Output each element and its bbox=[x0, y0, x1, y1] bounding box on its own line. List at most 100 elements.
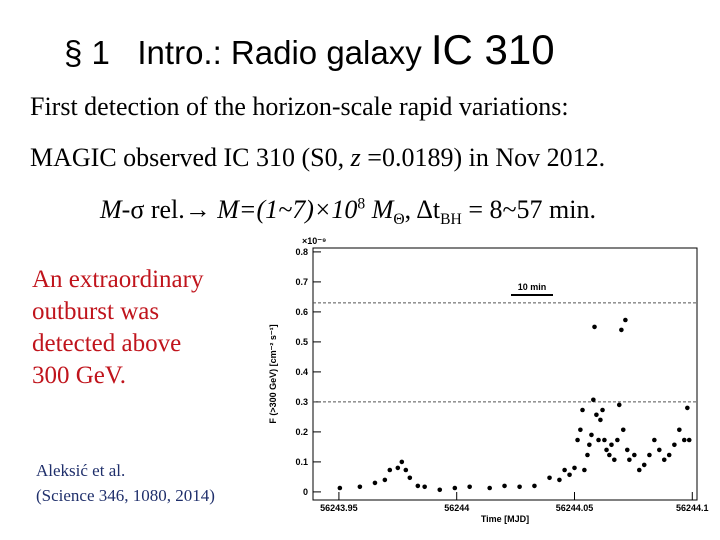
text: M bbox=[365, 195, 394, 224]
text: detected above bbox=[32, 330, 182, 357]
text: BH bbox=[440, 211, 462, 229]
data-point bbox=[422, 484, 427, 490]
data-point bbox=[452, 485, 458, 491]
data-point bbox=[572, 465, 577, 471]
data-point bbox=[600, 407, 605, 413]
data-point bbox=[623, 317, 628, 323]
line1: First detection of the horizon-scale rap… bbox=[30, 92, 569, 121]
data-point bbox=[641, 462, 647, 468]
text: outburst was bbox=[32, 298, 160, 325]
y-tick-label: 0.5 bbox=[295, 337, 308, 347]
data-point bbox=[666, 452, 672, 458]
text: 300 GeV. bbox=[32, 362, 126, 389]
title-object: IC 310 bbox=[430, 26, 555, 73]
data-point bbox=[672, 442, 677, 448]
text: An extraordinary bbox=[32, 266, 204, 293]
data-point bbox=[615, 437, 620, 443]
data-point bbox=[382, 477, 388, 483]
data-point bbox=[547, 475, 552, 481]
data-point bbox=[582, 467, 587, 473]
data-point bbox=[596, 437, 601, 443]
data-point bbox=[589, 432, 594, 438]
data-point bbox=[612, 457, 617, 463]
data-point bbox=[357, 484, 363, 490]
data-point bbox=[632, 452, 637, 458]
data-point bbox=[532, 483, 537, 489]
data-point bbox=[677, 427, 682, 433]
data-point bbox=[467, 484, 472, 490]
y-tick-label: 0.1 bbox=[295, 457, 308, 467]
data-point bbox=[578, 427, 583, 433]
text: = 8~57 min. bbox=[461, 195, 597, 224]
data-point bbox=[624, 447, 630, 453]
text: rel.→ bbox=[144, 195, 218, 224]
y-tick-label: 0.2 bbox=[295, 427, 308, 437]
text: M- bbox=[100, 195, 131, 224]
data-point bbox=[685, 405, 690, 411]
data-point bbox=[517, 484, 522, 490]
data-point bbox=[437, 487, 443, 493]
x-tick-label: 56244 bbox=[444, 503, 469, 513]
y-tick-label: 0.6 bbox=[295, 307, 308, 317]
x-tick-label: 56243.95 bbox=[320, 503, 358, 513]
x-axis-label: Time [MJD] bbox=[481, 514, 529, 524]
data-point bbox=[607, 452, 612, 458]
data-point bbox=[636, 467, 642, 473]
data-point bbox=[587, 442, 592, 448]
chart-frame bbox=[268, 236, 708, 536]
data-point bbox=[567, 472, 572, 478]
data-point bbox=[502, 483, 507, 489]
data-point bbox=[387, 467, 393, 473]
line3: M-σ rel.→ M=(1~7)×108 MΘ, ΔtBH = 8~57 mi… bbox=[100, 195, 596, 229]
text: Θ bbox=[393, 211, 405, 229]
data-point bbox=[403, 467, 409, 473]
text: (Science 346, 1080, 2014) bbox=[36, 486, 215, 505]
data-point bbox=[592, 324, 597, 330]
y-scale-label: ×10⁻⁹ bbox=[302, 236, 326, 246]
data-point bbox=[616, 402, 622, 408]
text: σ bbox=[130, 195, 145, 224]
data-point bbox=[686, 437, 692, 443]
data-point bbox=[585, 452, 590, 458]
data-point bbox=[594, 412, 599, 418]
plot-frame bbox=[312, 247, 698, 501]
y-tick-label: 0.3 bbox=[295, 397, 308, 407]
data-point bbox=[657, 447, 662, 453]
x-tick-label: 56244.05 bbox=[556, 503, 594, 513]
title-prefix: § 1 bbox=[64, 34, 110, 71]
data-point bbox=[598, 417, 603, 423]
data-point bbox=[487, 485, 492, 491]
text: , Δt bbox=[404, 195, 441, 224]
annotation: 10 min bbox=[518, 282, 547, 292]
data-point bbox=[557, 477, 562, 483]
data-point bbox=[395, 465, 401, 471]
data-point bbox=[604, 447, 609, 453]
x-tick-label: 56244.1 bbox=[676, 503, 709, 513]
data-point bbox=[681, 437, 687, 443]
citation: Aleksić et al. (Science 346, 1080, 2014) bbox=[36, 458, 215, 508]
data-point bbox=[591, 397, 596, 403]
text: 8 bbox=[357, 195, 366, 213]
data-point bbox=[562, 467, 567, 473]
data-point bbox=[602, 437, 607, 443]
y-tick-label: 0.7 bbox=[295, 277, 308, 287]
data-point bbox=[575, 437, 580, 443]
text: =0.0189) in Nov 2012. bbox=[360, 143, 606, 172]
title-row: § 1 Intro.: Radio galaxy IC 310 bbox=[64, 26, 555, 74]
data-point bbox=[627, 457, 632, 463]
highlight: An extraordinary outburst was detected a… bbox=[32, 264, 203, 392]
data-point bbox=[620, 427, 626, 433]
title: Intro.: Radio galaxy bbox=[137, 34, 422, 71]
line2: MAGIC observed IC 310 (S0, z =0.0189) in… bbox=[30, 143, 605, 173]
data-point bbox=[647, 452, 652, 458]
text: MAGIC observed IC 310 (S0, bbox=[30, 143, 351, 172]
data-point bbox=[661, 457, 667, 463]
y-axis-label: F (>300 GeV) [cm⁻² s⁻¹] bbox=[268, 324, 278, 423]
text: Aleksić et al. bbox=[36, 461, 126, 480]
data-point bbox=[619, 327, 624, 333]
data-point bbox=[415, 483, 421, 489]
text: z bbox=[350, 143, 361, 172]
data-point bbox=[609, 442, 614, 448]
